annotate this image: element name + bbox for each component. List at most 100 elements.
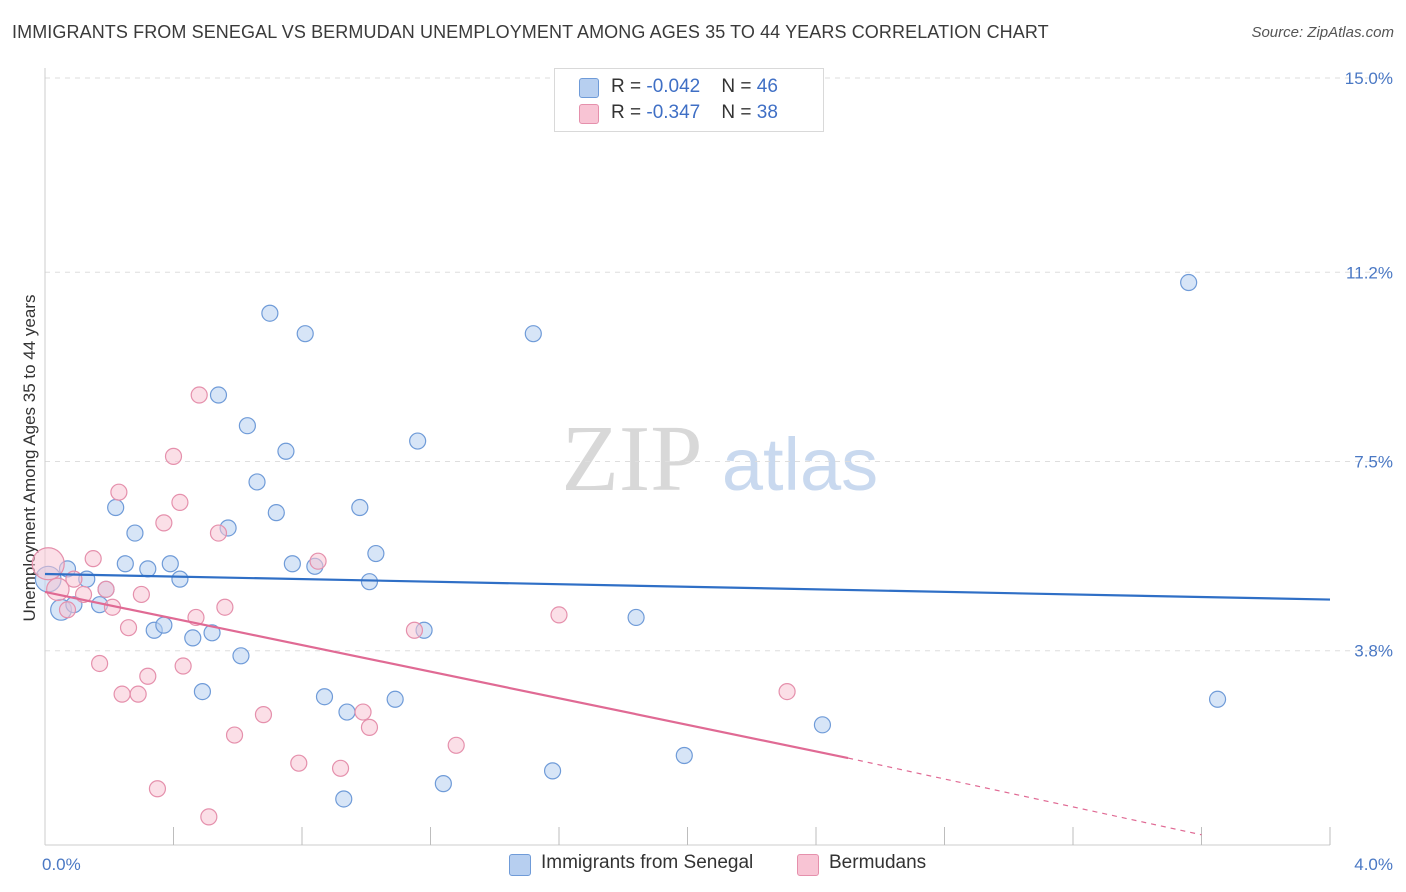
chart-title: IMMIGRANTS FROM SENEGAL VS BERMUDAN UNEM…: [12, 22, 1049, 42]
legend-swatch-bermudans: [579, 104, 599, 124]
senegal-point-35: [386, 690, 404, 708]
senegal-point-15: [184, 629, 202, 647]
bermudans-point-18: [171, 493, 189, 512]
trend-lines: [44, 572, 1331, 836]
bottom-legend-swatch-senegal: [509, 854, 531, 876]
correlation-legend: R = -0.042 N = 46 R = -0.347 N = 38: [554, 68, 824, 132]
senegal-point-42: [675, 746, 693, 765]
senegal-point-33: [360, 573, 379, 591]
senegal-point-9: [126, 524, 144, 542]
bermudans-point-9: [110, 483, 128, 501]
y-tick-labels: 3.8% 7.5% 11.2% 15.0%: [1345, 69, 1393, 661]
senegal-point-25: [277, 442, 295, 460]
bermudans-point-21: [190, 386, 208, 404]
senegal-point-21: [238, 417, 256, 435]
senegal-point-14: [171, 570, 189, 588]
bermudans-point-23: [209, 524, 228, 542]
senegal-point-36: [409, 432, 427, 450]
senegal-point-30: [335, 790, 353, 808]
senegal-point-23: [261, 304, 279, 322]
watermark-zip: ZIP: [562, 407, 703, 511]
bermudans-point-31: [360, 718, 379, 736]
senegal-point-38: [434, 775, 452, 793]
bottom-legend-swatch-bermudans: [797, 854, 819, 876]
senegal-point-27: [296, 325, 314, 343]
x-tick-label-0: 0.0%: [42, 855, 81, 874]
senegal-point-24: [267, 504, 285, 522]
bermudans-point-16: [155, 514, 173, 532]
legend-r-label: R =: [611, 102, 647, 123]
senegal-point-22: [248, 473, 266, 491]
series-senegal: [34, 273, 1227, 808]
bermudans-point-13: [132, 585, 150, 604]
bermudans-point-10: [113, 685, 131, 703]
bermudans-point-11: [119, 619, 138, 637]
y-tick-label-2: 11.2%: [1346, 263, 1393, 282]
bermudans-point-30: [354, 703, 372, 721]
bermudans-point-35: [778, 682, 796, 701]
senegal-point-17: [203, 624, 221, 642]
senegal-point-32: [351, 498, 369, 517]
bermudans-point-2: [58, 601, 77, 619]
senegal-point-7: [107, 498, 125, 517]
trend-line-senegal: [44, 572, 1331, 601]
senegal-point-18: [209, 386, 228, 404]
axes: [44, 68, 1331, 846]
y-tick-label-1: 7.5%: [1354, 453, 1393, 472]
legend-n-label: N =: [721, 102, 757, 123]
senegal-point-39: [524, 325, 542, 343]
source-credit: Source: ZipAtlas.com: [1251, 24, 1394, 41]
senegal-point-10: [139, 560, 157, 578]
bermudans-point-34: [550, 606, 568, 624]
bermudans-point-26: [254, 706, 273, 724]
bermudans-point-25: [225, 726, 244, 744]
trend-line-bermudans: [44, 590, 849, 760]
senegal-point-16: [193, 682, 212, 701]
senegal-point-43: [813, 716, 832, 734]
bermudans-point-27: [290, 754, 308, 772]
bermudans-point-28: [309, 552, 327, 570]
bermudans-point-7: [97, 580, 115, 598]
senegal-point-26: [283, 555, 301, 573]
senegal-point-20: [232, 647, 250, 665]
senegal-point-29: [315, 688, 334, 706]
senegal-point-44: [1180, 273, 1198, 292]
senegal-point-12: [155, 616, 173, 634]
bermudans-point-12: [129, 685, 147, 703]
bermudans-point-17: [164, 447, 183, 465]
senegal-point-40: [543, 762, 562, 780]
legend-r-label: R =: [611, 76, 647, 97]
y-tick-label-0: 3.8%: [1354, 642, 1393, 661]
bermudans-point-24: [216, 598, 234, 616]
legend-n-value-bermudans: 38: [756, 102, 778, 123]
bermudans-point-29: [331, 759, 350, 777]
legend-r-value-senegal: -0.042: [646, 76, 701, 97]
legend-n-label: N =: [721, 76, 757, 97]
grid-lines: [45, 77, 1392, 652]
senegal-point-45: [1208, 690, 1227, 708]
legend-r-value-bermudans: -0.347: [646, 102, 701, 123]
senegal-point-13: [161, 555, 179, 573]
bermudans-point-14: [139, 667, 157, 685]
y-tick-label-3: 15.0%: [1345, 69, 1393, 88]
senegal-point-34: [367, 544, 385, 563]
legend-n-value-senegal: 46: [756, 76, 778, 97]
x-tick-labels: 0.0% 4.0%: [42, 855, 1393, 874]
series-bermudans: [31, 386, 796, 826]
bottom-legend-label-bermudans: Bermudans: [829, 852, 927, 873]
bermudans-point-6: [91, 654, 109, 673]
senegal-point-31: [338, 703, 356, 721]
watermark-atlas: atlas: [722, 423, 878, 506]
bermudans-point-19: [174, 657, 192, 675]
bermudans-point-32: [405, 621, 424, 639]
senegal-point-41: [627, 608, 645, 627]
bermudans-point-5: [84, 550, 102, 568]
bottom-legend-label-senegal: Immigrants from Senegal: [541, 852, 754, 873]
watermark: ZIP atlas: [562, 407, 879, 511]
bermudans-point-15: [148, 780, 167, 798]
trend-line-bermudans-extension: [847, 757, 1202, 836]
bermudans-point-22: [200, 808, 218, 826]
legend-swatch-senegal: [579, 78, 599, 98]
x-tick-label-1: 4.0%: [1354, 855, 1393, 874]
